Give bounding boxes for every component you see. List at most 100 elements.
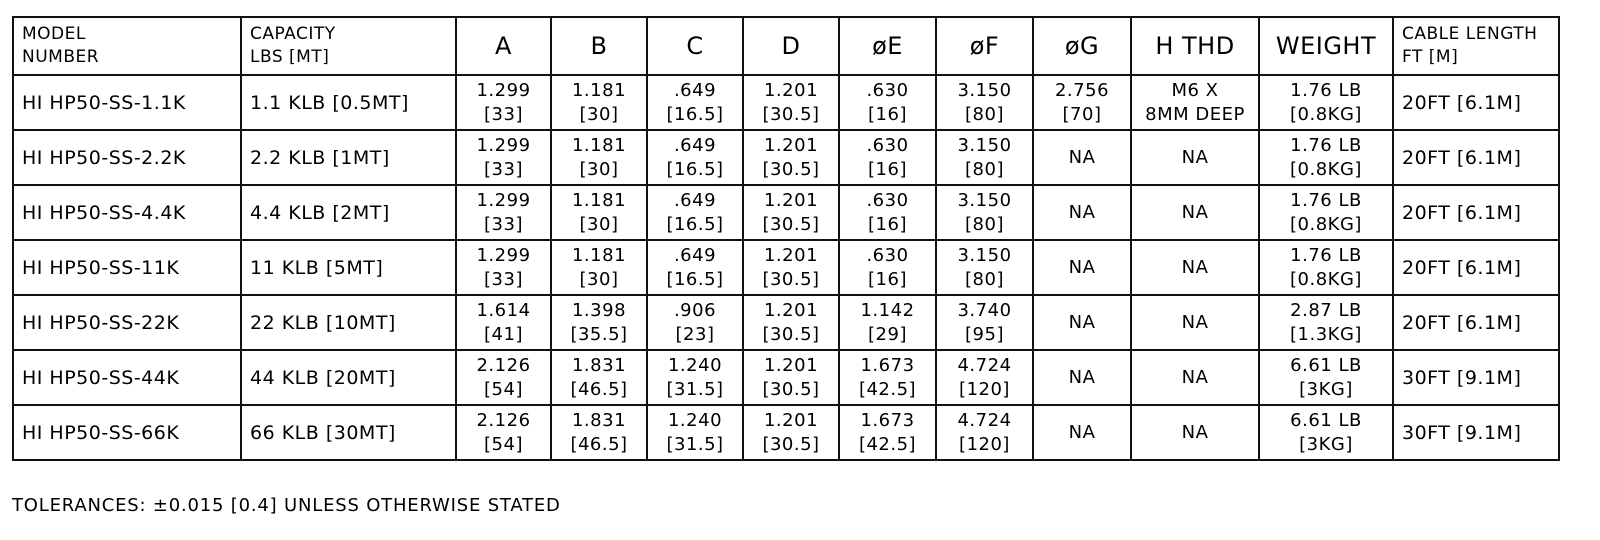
table-cell: 20FT [6.1M] (1392, 129, 1560, 186)
table-row: HI HP50-SS-22K 22 KLB [10MT] 1.614 [41] 1.3… (12, 294, 1560, 351)
table-cell: 1.398 [35.5] (550, 294, 648, 351)
column-header: CAPACITY LBS [MT] (240, 16, 457, 76)
table-cell: .630 [16] (838, 239, 937, 296)
table-cell: .649 [16.5] (646, 129, 744, 186)
table-cell: 11 KLB [5MT] (240, 239, 457, 296)
table-cell: 1.142 [29] (838, 294, 937, 351)
table-cell: NA (1130, 184, 1260, 241)
table-cell: 4.724 [120] (935, 404, 1034, 461)
table-cell: 1.76 LB [0.8KG] (1258, 184, 1394, 241)
table-cell: 1.76 LB [0.8KG] (1258, 74, 1394, 131)
table-cell: 1.181 [30] (550, 74, 648, 131)
table-cell: NA (1032, 349, 1132, 406)
column-header: MODEL NUMBER (12, 16, 242, 76)
model-number-cell: HI HP50-SS-22K (12, 294, 242, 351)
table-cell: NA (1130, 349, 1260, 406)
table-cell: 1.240 [31.5] (646, 349, 744, 406)
column-header: B (550, 16, 648, 76)
table-cell: 1.1 KLB [0.5MT] (240, 74, 457, 131)
column-header: H THD (1130, 16, 1260, 76)
table-cell: 3.740 [95] (935, 294, 1034, 351)
table-cell: 2.2 KLB [1MT] (240, 129, 457, 186)
table-cell: 1.181 [30] (550, 184, 648, 241)
table-cell: 1.76 LB [0.8KG] (1258, 129, 1394, 186)
table-row: HI HP50-SS-44K 44 KLB [20MT] 2.126 [54] 1.8… (12, 349, 1560, 406)
column-header: øF (935, 16, 1034, 76)
table-cell: 2.126 [54] (455, 404, 552, 461)
table-cell: 1.201 [30.5] (742, 74, 840, 131)
table-cell: .630 [16] (838, 184, 937, 241)
table-cell: 1.76 LB [0.8KG] (1258, 239, 1394, 296)
table-cell: 1.673 [42.5] (838, 404, 937, 461)
table-cell: .649 [16.5] (646, 239, 744, 296)
table-cell: 1.201 [30.5] (742, 129, 840, 186)
table-cell: .649 [16.5] (646, 74, 744, 131)
table-cell: 3.150 [80] (935, 74, 1034, 131)
table-cell: 2.126 [54] (455, 349, 552, 406)
table-cell: 1.299 [33] (455, 74, 552, 131)
table-cell: NA (1130, 239, 1260, 296)
table-cell: 4.4 KLB [2MT] (240, 184, 457, 241)
table-cell: NA (1130, 404, 1260, 461)
table-cell: NA (1032, 129, 1132, 186)
table-cell: .906 [23] (646, 294, 744, 351)
table-cell: 6.61 LB [3KG] (1258, 404, 1394, 461)
model-number-cell: HI HP50-SS-44K (12, 349, 242, 406)
table-row: HI HP50-SS-66K 66 KLB [30MT] 2.126 [54] 1.8… (12, 404, 1560, 461)
table-cell: 1.299 [33] (455, 239, 552, 296)
table-cell: 3.150 [80] (935, 184, 1034, 241)
table-cell: 1.201 [30.5] (742, 349, 840, 406)
table-cell: 2.87 LB [1.3KG] (1258, 294, 1394, 351)
table-cell: NA (1130, 294, 1260, 351)
table-cell: .649 [16.5] (646, 184, 744, 241)
column-header: øE (838, 16, 937, 76)
model-number-cell: HI HP50-SS-2.2K (12, 129, 242, 186)
table-cell: NA (1032, 239, 1132, 296)
table-cell: 1.181 [30] (550, 239, 648, 296)
table-row: HI HP50-SS-1.1K 1.1 KLB [0.5MT] 1.299 [33]… (12, 74, 1560, 131)
model-number-cell: HI HP50-SS-1.1K (12, 74, 242, 131)
table-cell: 1.614 [41] (455, 294, 552, 351)
table-cell: 20FT [6.1M] (1392, 239, 1560, 296)
table-cell: NA (1032, 404, 1132, 461)
table-cell: 66 KLB [30MT] (240, 404, 457, 461)
table-cell: 30FT [9.1M] (1392, 349, 1560, 406)
table-cell: 20FT [6.1M] (1392, 184, 1560, 241)
table-row: HI HP50-SS-2.2K 2.2 KLB [1MT] 1.299 [33] 1.… (12, 129, 1560, 186)
table-cell: 1.201 [30.5] (742, 184, 840, 241)
table-cell: 1.673 [42.5] (838, 349, 937, 406)
table-cell: NA (1032, 294, 1132, 351)
column-header: CABLE LENGTH FT [M] (1392, 16, 1560, 76)
table-cell: 1.201 [30.5] (742, 239, 840, 296)
table-cell: 3.150 [80] (935, 239, 1034, 296)
table-cell: 1.831 [46.5] (550, 404, 648, 461)
table-cell: 1.201 [30.5] (742, 294, 840, 351)
table-cell: 20FT [6.1M] (1392, 294, 1560, 351)
table-cell: 1.240 [31.5] (646, 404, 744, 461)
table-cell: 2.756 [70] (1032, 74, 1132, 131)
tolerance-note: TOLERANCES: ±0.015 [0.4] UNLESS OTHERWIS… (12, 495, 561, 516)
table-cell: 44 KLB [20MT] (240, 349, 457, 406)
table-cell: 4.724 [120] (935, 349, 1034, 406)
table-cell: 3.150 [80] (935, 129, 1034, 186)
table-cell: 1.299 [33] (455, 129, 552, 186)
column-header: C (646, 16, 744, 76)
table-cell: .630 [16] (838, 129, 937, 186)
table-cell: 1.831 [46.5] (550, 349, 648, 406)
column-header: A (455, 16, 552, 76)
table-row: HI HP50-SS-4.4K 4.4 KLB [2MT] 1.299 [33] 1.… (12, 184, 1560, 241)
table-cell: 1.201 [30.5] (742, 404, 840, 461)
table-cell: 1.181 [30] (550, 129, 648, 186)
column-header: D (742, 16, 840, 76)
table-cell: 1.299 [33] (455, 184, 552, 241)
table-cell: 6.61 LB [3KG] (1258, 349, 1394, 406)
table-cell: NA (1032, 184, 1132, 241)
table-cell: 20FT [6.1M] (1392, 74, 1560, 131)
table-cell: 22 KLB [10MT] (240, 294, 457, 351)
table-cell: NA (1130, 129, 1260, 186)
column-header: WEIGHT (1258, 16, 1394, 76)
table-cell: 30FT [9.1M] (1392, 404, 1560, 461)
table-cell: .630 [16] (838, 74, 937, 131)
